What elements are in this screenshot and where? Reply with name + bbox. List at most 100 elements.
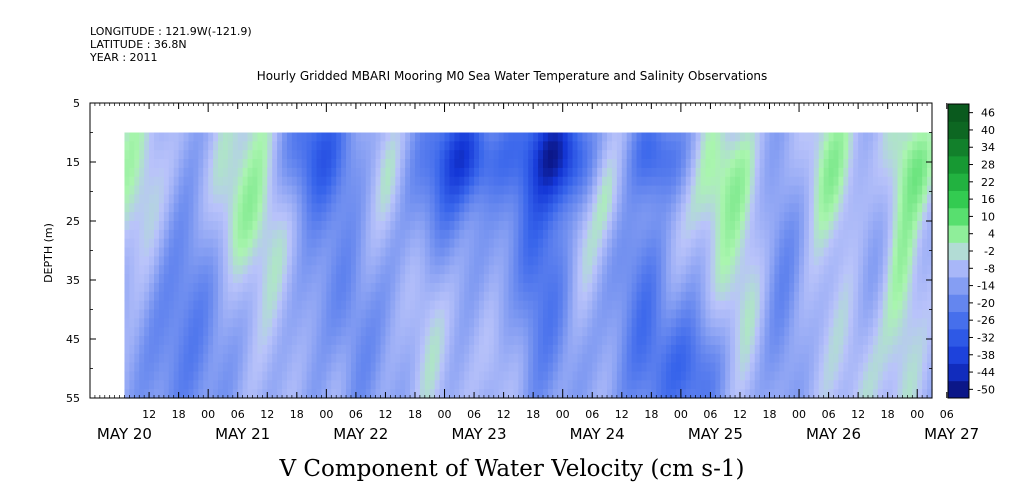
heatmap-cell	[587, 203, 593, 213]
heatmap-cell	[813, 362, 820, 373]
heatmap-cell	[749, 291, 756, 302]
heatmap-cell	[188, 203, 194, 213]
heatmap-cell	[572, 380, 579, 390]
heatmap-cell	[449, 212, 455, 222]
heatmap-cell	[666, 309, 672, 319]
heatmap-cell	[178, 336, 185, 346]
heatmap-cell	[730, 327, 736, 337]
heatmap-cell	[493, 274, 500, 284]
heatmap-cell	[671, 229, 677, 240]
heatmap-cell	[405, 309, 411, 319]
heatmap-cell	[872, 159, 879, 169]
heatmap-cell	[488, 150, 495, 160]
heatmap-cell	[144, 238, 150, 249]
heatmap-cell	[538, 371, 544, 381]
heatmap-cell	[562, 336, 569, 346]
heatmap-cell	[877, 221, 884, 231]
heatmap-cell	[848, 291, 854, 302]
heatmap-cell	[902, 353, 908, 364]
heatmap-cell	[242, 309, 249, 319]
heatmap-cell	[927, 247, 933, 257]
heatmap-cell	[449, 176, 455, 187]
heatmap-cell	[863, 371, 869, 381]
heatmap-cell	[626, 150, 633, 160]
heatmap-cell	[168, 221, 175, 231]
heatmap-cell	[838, 291, 844, 302]
heatmap-cell	[715, 221, 721, 231]
heatmap-cell	[474, 203, 480, 213]
heatmap-cell	[193, 229, 199, 240]
heatmap-cell	[577, 203, 583, 213]
heatmap-cell	[626, 212, 633, 222]
heatmap-cell	[296, 247, 303, 257]
heatmap-cell	[326, 176, 332, 187]
heatmap-cell	[828, 300, 835, 311]
heatmap-cell	[203, 300, 209, 311]
heatmap-cell	[848, 353, 854, 364]
heatmap-cell	[823, 238, 830, 249]
heatmap-cell	[611, 159, 618, 169]
heatmap-cell	[867, 318, 874, 328]
heatmap-cell	[872, 212, 879, 222]
heatmap-cell	[405, 159, 411, 169]
heatmap-cell	[547, 371, 554, 381]
heatmap-cell	[725, 229, 731, 240]
heatmap-cell	[607, 291, 613, 302]
heatmap-cell	[405, 247, 411, 257]
heatmap-cell	[149, 150, 155, 160]
heatmap-cell	[483, 132, 490, 142]
heatmap-cell	[193, 353, 199, 364]
heatmap-cell	[439, 247, 446, 257]
heatmap-cell	[922, 371, 928, 381]
heatmap-cell	[892, 291, 899, 302]
heatmap-cell	[405, 291, 411, 302]
heatmap-cell	[927, 344, 933, 355]
heatmap-cell	[656, 362, 662, 373]
heatmap-cell	[799, 336, 805, 346]
heatmap-cell	[779, 389, 785, 399]
heatmap-cell	[483, 194, 490, 204]
heatmap-cell	[616, 318, 623, 328]
heatmap-cell	[326, 274, 332, 284]
heatmap-cell	[907, 327, 913, 337]
heatmap-cell	[902, 185, 908, 196]
heatmap-cell	[513, 176, 519, 187]
heatmap-cell	[464, 274, 470, 284]
heatmap-cell	[469, 132, 475, 142]
heatmap-cell	[218, 265, 224, 275]
heatmap-cell	[705, 212, 712, 222]
heatmap-cell	[218, 221, 224, 231]
heatmap-cell	[680, 318, 687, 328]
heatmap-cell	[262, 167, 268, 178]
heatmap-cell	[193, 185, 199, 196]
heatmap-cell	[434, 229, 441, 240]
heatmap-cell	[272, 229, 278, 240]
heatmap-cell	[607, 327, 613, 337]
heatmap-cell	[434, 291, 441, 302]
heatmap-cell	[725, 380, 731, 390]
heatmap-cell	[291, 318, 298, 328]
heatmap-cell	[237, 380, 244, 390]
heatmap-cell	[498, 353, 505, 364]
heatmap-cell	[208, 291, 214, 302]
heatmap-cell	[513, 309, 519, 319]
heatmap-cell	[252, 389, 259, 399]
heatmap-cell	[631, 353, 638, 364]
heatmap-cell	[813, 203, 820, 213]
heatmap-cell	[277, 300, 283, 311]
heatmap-cell	[306, 353, 313, 364]
heatmap-cell	[853, 150, 859, 160]
heatmap-cell	[405, 221, 411, 231]
heatmap-cell	[725, 203, 731, 213]
heatmap-cell	[710, 344, 716, 355]
heatmap-cell	[626, 389, 633, 399]
heatmap-cell	[400, 194, 406, 204]
heatmap-cell	[813, 159, 820, 169]
heatmap-cell	[208, 159, 214, 169]
heatmap-cell	[621, 167, 628, 178]
heatmap-cell	[321, 247, 327, 257]
heatmap-cell	[365, 318, 372, 328]
heatmap-cell	[129, 167, 135, 178]
heatmap-cell	[129, 291, 135, 302]
heatmap-cell	[301, 221, 308, 231]
